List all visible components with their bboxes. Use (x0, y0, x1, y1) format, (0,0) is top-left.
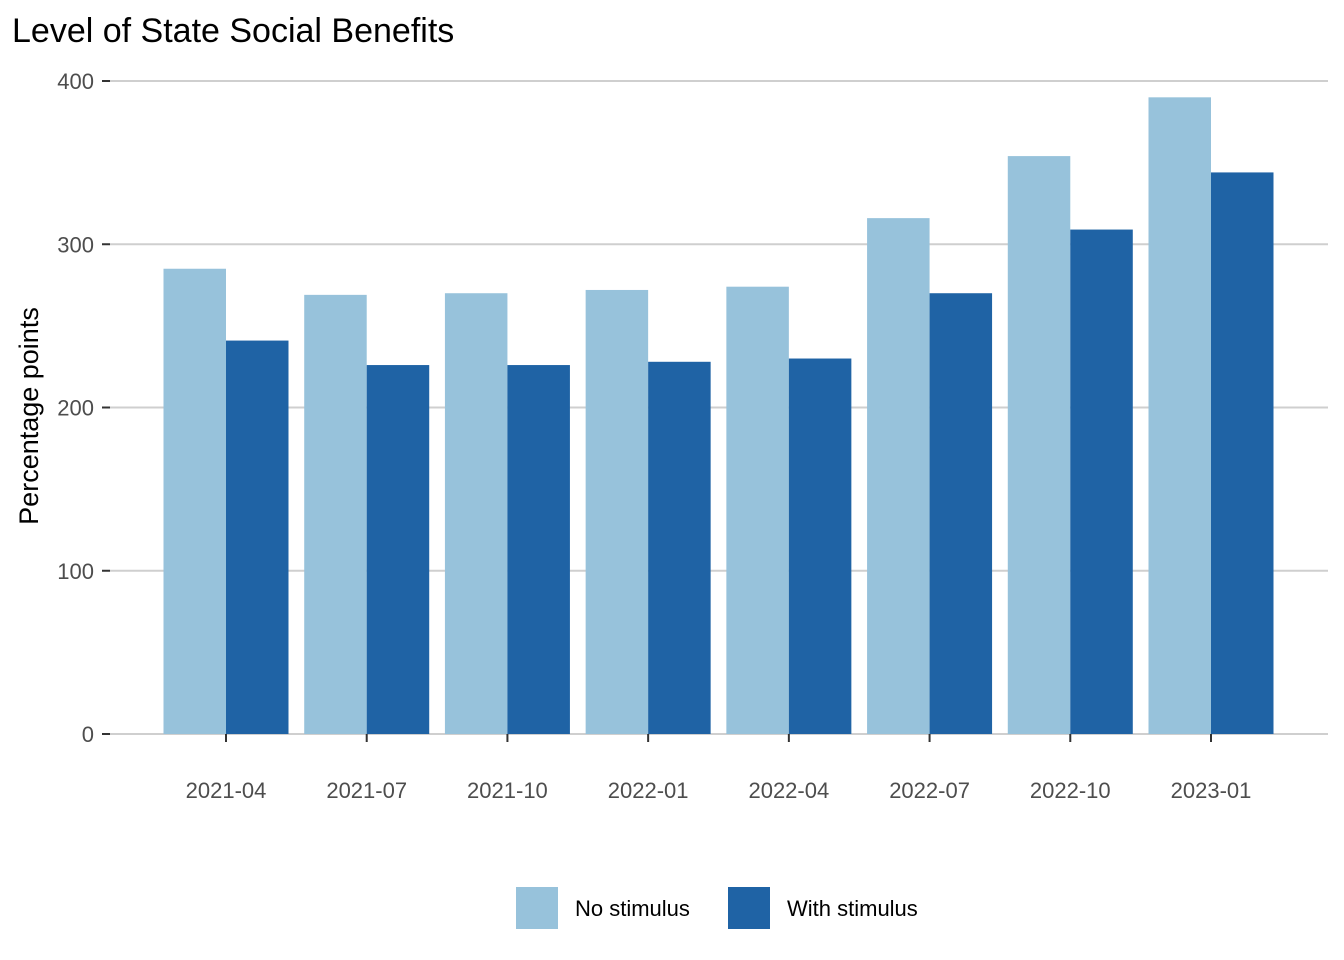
bar-no-stimulus-2021-04 (163, 268, 226, 734)
bar-with-stimulus-2021-07 (366, 365, 430, 734)
y-tick-label-200: 200 (57, 396, 94, 421)
bars (163, 97, 1274, 735)
gridlines (110, 80, 1328, 735)
bar-with-stimulus-2022-01 (648, 361, 711, 734)
bar-with-stimulus-2021-10 (507, 365, 570, 734)
y-tick-label-100: 100 (57, 559, 94, 584)
y-axis-label: Percentage points (14, 307, 44, 525)
chart-title: Level of State Social Benefits (12, 12, 454, 50)
x-tick-label-2022-01: 2022-01 (608, 778, 689, 803)
bar-with-stimulus-2022-04 (788, 358, 852, 734)
y-axis-ticks: 0 100 200 300 400 (57, 69, 110, 747)
x-tick-label-2022-10: 2022-10 (1030, 778, 1111, 803)
y-tick-label-300: 300 (57, 232, 94, 257)
x-tick-label-2022-07: 2022-07 (889, 778, 970, 803)
y-tick-label-400: 400 (57, 69, 94, 94)
legend-key-with-stimulus (728, 887, 770, 929)
bar-no-stimulus-2022-01 (585, 289, 649, 734)
bar-no-stimulus-2022-04 (726, 286, 789, 734)
bar-no-stimulus-2021-10 (444, 293, 508, 734)
bar-with-stimulus-2022-10 (1070, 229, 1133, 734)
bar-no-stimulus-2021-07 (304, 294, 367, 734)
y-tick-label-0: 0 (82, 722, 94, 747)
bar-with-stimulus-2023-01 (1211, 172, 1274, 735)
x-tick-label-2022-04: 2022-04 (748, 778, 829, 803)
bar-with-stimulus-2021-04 (226, 340, 289, 734)
x-tick-label-2021-10: 2021-10 (467, 778, 548, 803)
legend-key-no-stimulus (516, 887, 558, 929)
legend: No stimulus With stimulus (516, 887, 918, 929)
legend-label-no-stimulus: No stimulus (575, 896, 690, 921)
bar-no-stimulus-2022-07 (867, 218, 930, 734)
legend-label-with-stimulus: With stimulus (787, 896, 918, 921)
x-tick-label-2021-07: 2021-07 (326, 778, 407, 803)
x-axis-ticks: 2021-04 2021-07 2021-10 2022-01 2022-04 2022-… (186, 734, 1252, 803)
x-tick-label-2023-01: 2023-01 (1171, 778, 1252, 803)
bar-with-stimulus-2022-07 (929, 293, 993, 734)
bar-no-stimulus-2023-01 (1148, 97, 1211, 734)
bar-no-stimulus-2022-10 (1007, 156, 1071, 735)
x-tick-label-2021-04: 2021-04 (186, 778, 267, 803)
